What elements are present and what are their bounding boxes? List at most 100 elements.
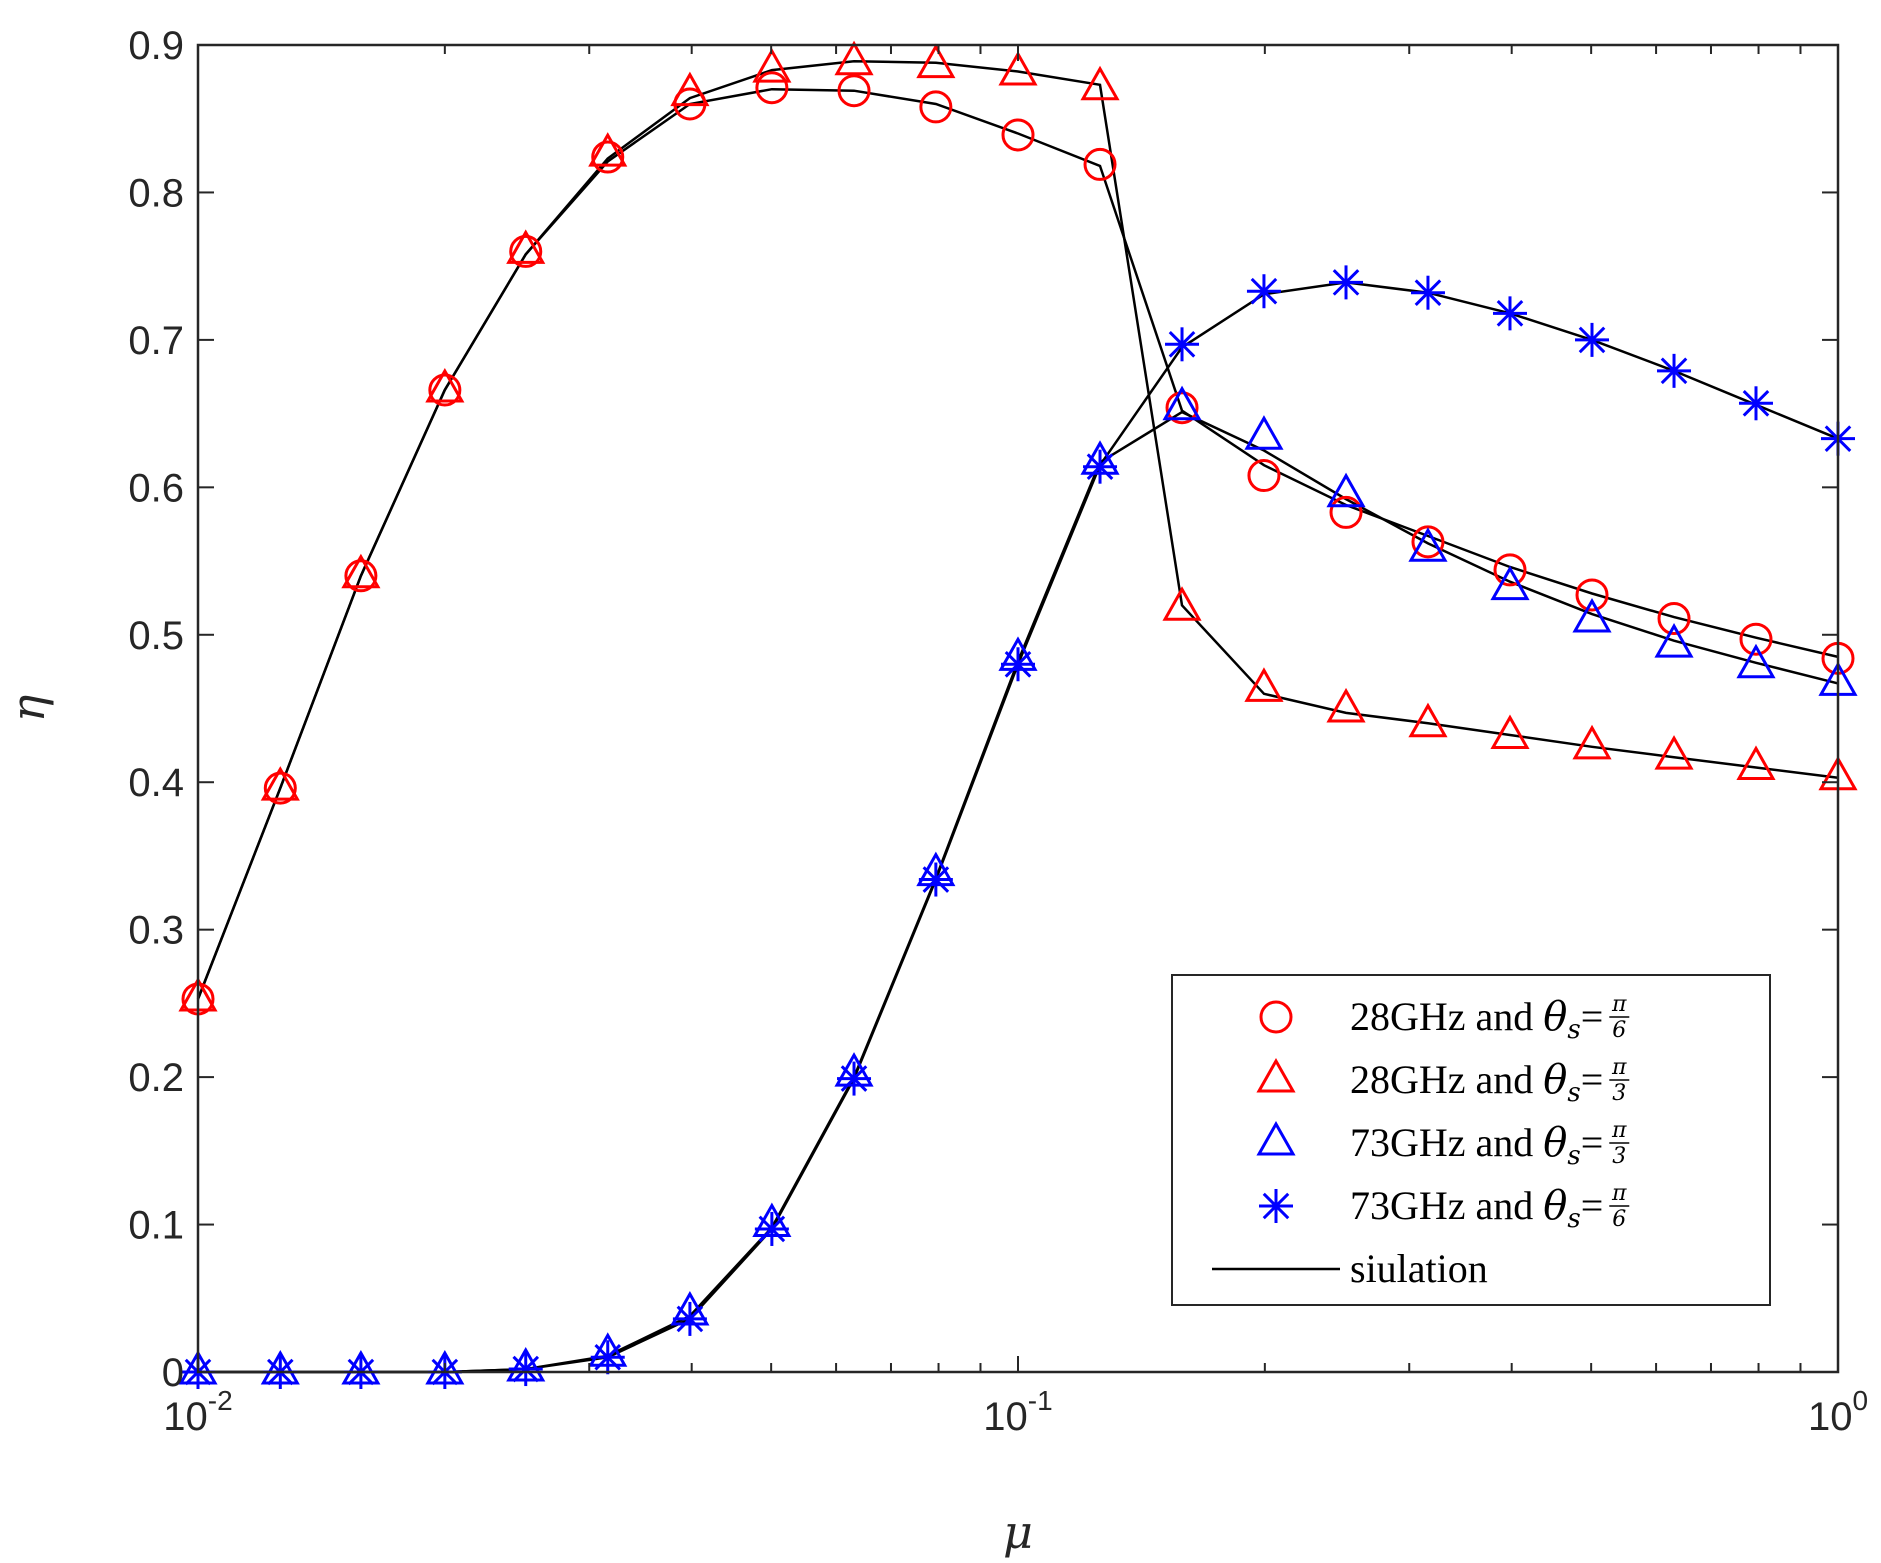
series-1-point — [755, 71, 789, 105]
x-tick-label: 100 — [1808, 1385, 1868, 1439]
legend-marker-3 — [1256, 1120, 1296, 1156]
series-4-point — [1165, 327, 1200, 362]
series-1-point — [919, 90, 953, 124]
series-3-point — [1490, 565, 1530, 601]
series-1-point — [344, 559, 378, 593]
x-tick-label: 10-1 — [983, 1385, 1052, 1439]
series-1-point — [1657, 602, 1691, 636]
y-tick-label: 0.6 — [128, 466, 184, 510]
series-4-point — [1001, 647, 1035, 682]
series-1-point — [837, 74, 871, 108]
legend-frac-num: π — [1611, 1181, 1627, 1206]
series-1-point — [591, 140, 625, 174]
series-2-point — [834, 40, 874, 76]
legend-frac-den: 3 — [1612, 1081, 1626, 1106]
series-2-point — [1080, 65, 1120, 101]
legend-frac-den: 6 — [1612, 1207, 1626, 1232]
series-4-point — [1329, 265, 1364, 300]
series-2-point — [1408, 702, 1448, 738]
legend-label-3: 73GHz and θs= — [1350, 1120, 1603, 1171]
series-3-point — [1244, 415, 1284, 450]
series-2-point — [916, 43, 956, 79]
legend-label-2: 28GHz and θs= — [1350, 1057, 1603, 1108]
series-1-point — [509, 234, 543, 268]
series-2-point — [1736, 745, 1776, 780]
legend-entry-1: 28GHz and θs= π6 — [1259, 992, 1630, 1045]
y-tick-label: 0.1 — [128, 1204, 184, 1248]
legend-label-1: 28GHz and θs= — [1350, 994, 1603, 1045]
series-2-point — [998, 50, 1038, 86]
legend-frac-den: 3 — [1612, 1144, 1626, 1169]
series-1-point — [1739, 622, 1773, 656]
y-tick-label: 0.8 — [128, 171, 184, 215]
y-tick-label: 0.7 — [128, 319, 184, 363]
series-1-point — [1165, 391, 1199, 425]
legend-label-4: 73GHz and θs= — [1350, 1183, 1603, 1234]
series-1-point — [1411, 525, 1445, 559]
series-3-point — [1654, 623, 1694, 658]
legend-frac-num: π — [1611, 1055, 1627, 1080]
simulation-line-2 — [196, 59, 1839, 1000]
series-4-point — [590, 1340, 625, 1375]
legend-marker-1 — [1259, 1000, 1293, 1034]
series-1-point — [1083, 147, 1117, 181]
series-2-point — [752, 48, 792, 83]
axes: 0 0.1 0.2 0.3 0.4 0.5 0.6 0.7 0.8 0.9 10-2 10-1 100 — [128, 24, 1868, 1439]
series-4-point — [1738, 386, 1773, 421]
series-4-point — [1575, 322, 1610, 357]
series-1-point — [1493, 553, 1527, 587]
series-4-point — [672, 1301, 707, 1336]
series-3-point — [1162, 385, 1202, 421]
legend-frac-den: 6 — [1612, 1018, 1626, 1043]
legend-frac-num: π — [1611, 992, 1627, 1017]
legend-marker-2 — [1256, 1057, 1296, 1093]
series-2-point — [1654, 735, 1694, 770]
y-tick-label: 0.9 — [128, 24, 184, 68]
legend-entry-2: 28GHz and θs= π3 — [1256, 1055, 1630, 1108]
series-4-point — [1246, 274, 1281, 309]
series-4-point — [508, 1352, 543, 1387]
series-2-point — [1244, 667, 1284, 702]
series-3-point — [1572, 597, 1612, 633]
series-1-point — [1329, 495, 1363, 529]
series-1-point — [1247, 459, 1281, 493]
series-1-markers — [181, 71, 1855, 1016]
series-1-point — [1001, 118, 1035, 152]
y-tick-label: 0.2 — [128, 1056, 184, 1100]
y-tick-label: 0.5 — [128, 614, 184, 658]
y-tick-label: 0 — [162, 1351, 184, 1395]
series-4-point — [754, 1211, 789, 1246]
series-3-point — [1408, 527, 1448, 562]
data-markers — [178, 40, 1858, 1389]
series-4-point — [837, 1061, 872, 1096]
series-2-point — [506, 229, 546, 264]
x-tick-label: 10-2 — [163, 1385, 232, 1439]
legend-entry-4: 73GHz and θs= π6 — [1259, 1181, 1630, 1234]
series-2-point — [260, 766, 300, 801]
series-2-markers — [178, 40, 1858, 1012]
legend-frac-num: π — [1611, 1118, 1627, 1143]
series-2-point — [1162, 586, 1202, 621]
series-2-point — [670, 71, 710, 107]
series-2-point — [425, 367, 465, 403]
legend-marker-4 — [1259, 1189, 1293, 1223]
series-4-point — [1410, 275, 1445, 310]
series-2-point — [1572, 724, 1612, 760]
series-2-point — [1326, 687, 1366, 723]
series-1-point — [1575, 578, 1609, 612]
series-3-point — [1326, 472, 1366, 508]
y-tick-label: 0.3 — [128, 909, 184, 953]
x-axis-label: μ — [1003, 1505, 1033, 1559]
legend-label-simulation: siulation — [1350, 1246, 1488, 1291]
series-1-point — [263, 771, 297, 805]
legend-entry-3: 73GHz and θs= π3 — [1256, 1118, 1630, 1171]
y-axis-label: η — [1, 694, 55, 722]
series-3-point — [1736, 643, 1776, 679]
legend-entry-5: siulation — [1212, 1246, 1488, 1291]
series-2-point — [1490, 714, 1530, 750]
series-2-point — [341, 553, 381, 589]
series-1-point — [428, 373, 462, 407]
series-4-point — [918, 862, 953, 897]
